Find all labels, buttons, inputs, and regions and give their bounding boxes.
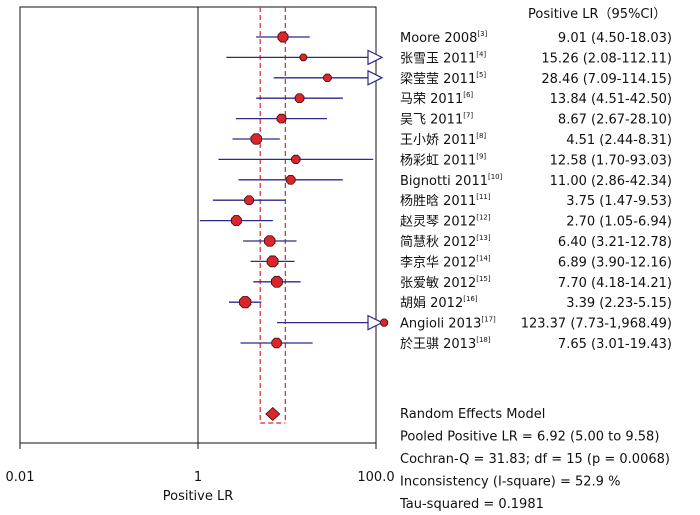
study-value: 4.51 (2.44-8.31) [566,133,672,148]
summary-tau: Tau-squared = 0.1981 [399,497,544,512]
study-marker [264,235,276,247]
x-tick-label: 0.01 [6,470,35,485]
x-axis-title: Positive LR [163,489,234,504]
study-value: 15.26 (2.08-112.11) [541,51,672,66]
summary-pooled: Pooled Positive LR = 6.92 (5.00 to 9.58) [400,430,659,445]
study-marker [271,337,282,349]
study-marker [380,318,389,327]
study-label: 梁莹莹 2011[5] [400,71,486,87]
study-value: 8.67 (2.67-28.10) [558,113,672,128]
study-marker [244,195,254,206]
ci-arrow [367,69,384,86]
study-value: 6.89 (3.90-12.16) [558,255,672,270]
study-label: Bignotti 2011[10] [400,173,503,189]
summary-cochran: Cochran-Q = 31.83; df = 15 (p = 0.0068) [400,452,670,467]
study-marker [239,296,252,309]
study-value: 7.65 (3.01-19.43) [558,337,672,352]
study-label: 杨彩虹 2011[9] [400,152,486,168]
study-marker [250,133,262,145]
study-value: 123.37 (7.73-1,968.49) [521,317,672,332]
study-marker [271,275,283,288]
study-label: 李京华 2012[14] [400,254,491,270]
study-marker [291,154,301,165]
study-value: 28.46 (7.09-114.15) [541,72,672,87]
study-value: 13.84 (4.51-42.50) [550,92,672,107]
study-label: 简慧秋 2012[13] [400,234,491,250]
summary-model: Random Effects Model [400,407,545,422]
x-tick-label: 1 [194,470,202,485]
study-label: Angioli 2013[17] [400,316,496,332]
column-header: Positive LR（95%CI） [528,7,666,22]
study-value: 12.58 (1.70-93.03) [550,153,672,168]
x-tick-label: 100.0 [357,470,394,485]
study-marker [323,73,332,83]
study-marker [299,53,308,62]
ci-arrow [367,49,384,66]
study-value: 3.75 (1.47-9.53) [566,194,672,209]
study-label: 吴飞 2011[7] [400,112,473,128]
study-value: 6.40 (3.21-12.78) [558,235,672,250]
study-label: 杨胜晗 2011[11] [400,193,491,209]
study-marker [276,113,287,124]
study-marker [285,174,296,185]
study-label: 马荣 2011[6] [400,91,473,107]
summary-inconsistency: Inconsistency (I-square) = 52.9 % [400,475,620,490]
pooled-diamond [265,406,281,422]
study-label: Moore 2008[3] [400,30,488,46]
study-value: 7.70 (4.18-14.21) [558,276,672,291]
study-marker [266,255,279,268]
study-label: 张雪玉 2011[4] [400,50,486,66]
study-value: 3.39 (2.23-5.15) [566,296,672,311]
study-label: 胡娟 2012[16] [400,295,478,311]
study-label: 於王骐 2013[18] [400,336,491,352]
study-marker [230,215,242,227]
study-marker [277,31,289,43]
study-label: 赵灵琴 2012[12] [400,214,491,230]
study-marker [294,93,305,104]
study-value: 11.00 (2.86-42.34) [550,174,672,189]
ci-arrow [367,314,384,331]
study-label: 王小娇 2011[8] [400,132,486,148]
study-value: 9.01 (4.50-18.03) [558,31,672,46]
study-value: 2.70 (1.05-6.94) [566,215,672,230]
study-label: 张爱敏 2012[15] [400,275,491,291]
